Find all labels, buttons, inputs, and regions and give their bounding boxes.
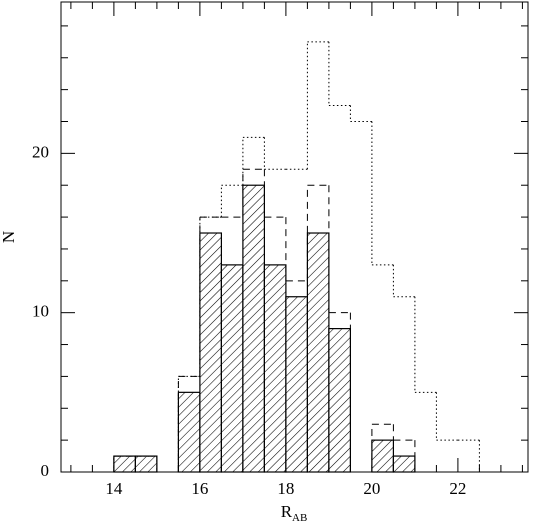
x-tick-label: 16 (191, 479, 208, 498)
x-axis-label: RAB (281, 502, 308, 524)
bar (177, 391, 201, 473)
bar (306, 232, 330, 473)
bar (371, 439, 395, 473)
y-tick-label: 20 (32, 142, 49, 161)
x-tick-label: 14 (105, 479, 123, 498)
y-tick-label: 10 (32, 302, 49, 321)
y-tick-label: 0 (41, 461, 50, 480)
x-tick-label: 18 (277, 479, 294, 498)
x-tick-label: 22 (449, 479, 466, 498)
x-tick-label: 20 (363, 479, 380, 498)
bar (199, 232, 222, 473)
bar (242, 184, 265, 473)
x-axis-label-sub: AB (292, 512, 307, 524)
bar (328, 328, 352, 473)
x-axis-label-main: R (281, 502, 293, 521)
bar (113, 455, 136, 473)
bar (263, 264, 287, 473)
bar (134, 455, 158, 473)
bar (392, 455, 416, 473)
bar (220, 264, 244, 473)
y-axis-label: N (0, 231, 18, 243)
bar (285, 296, 309, 473)
